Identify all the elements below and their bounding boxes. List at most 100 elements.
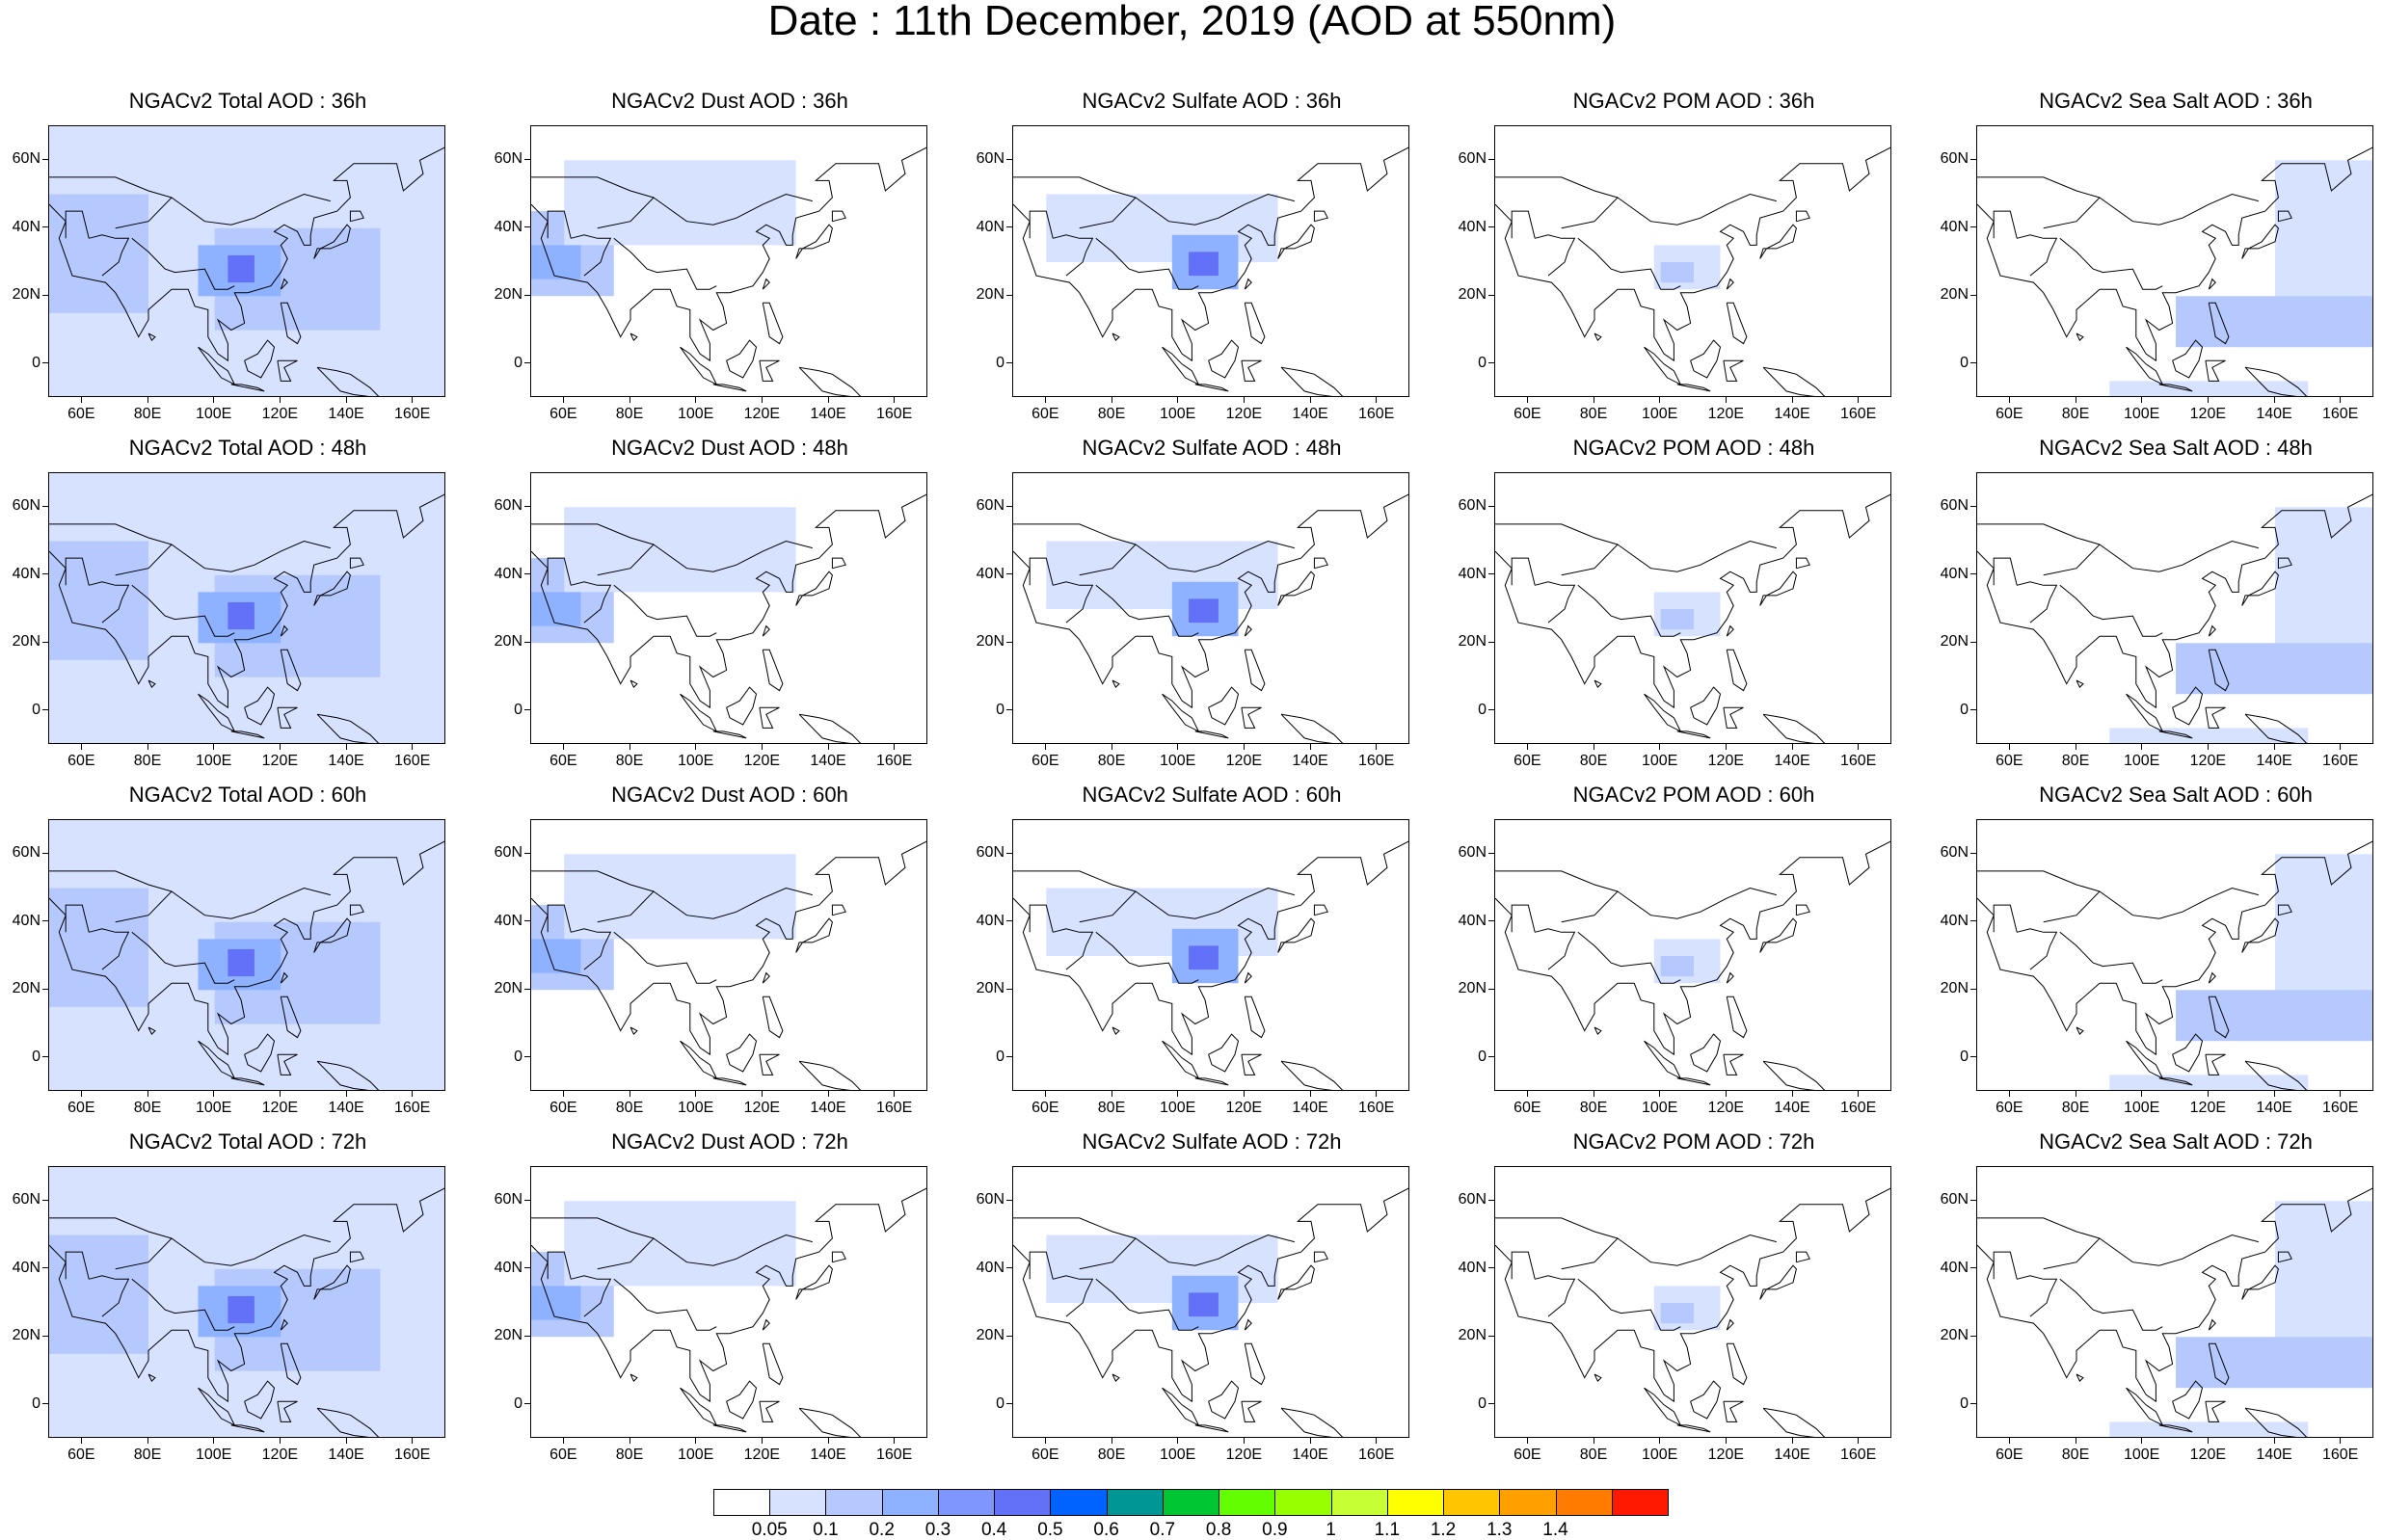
lon-tick-label: 120E	[743, 1100, 781, 1116]
colorbar-label: 0.4	[980, 1520, 1007, 1540]
colorbar-box	[1050, 1489, 1108, 1516]
map-panel: NGACv2 Sulfate AOD : 48h 60N 40N 20N 0 60E 80E…	[964, 436, 1446, 783]
lat-tick-label: 20N	[1458, 633, 1487, 651]
lat-tick-label: 0	[1960, 701, 1969, 718]
colorbar-box	[994, 1489, 1052, 1516]
lon-tick-mark	[761, 744, 763, 750]
lat-tick-label: 0	[996, 1394, 1004, 1412]
colorbar-box	[1162, 1489, 1220, 1516]
panel-title: NGACv2 POM AOD : 48h	[1572, 436, 1815, 460]
lon-tick-mark	[2141, 1438, 2143, 1444]
colorbar-box	[769, 1489, 827, 1516]
lon-tick-label: 160E	[1839, 1100, 1877, 1116]
lon-tick-mark	[147, 1091, 148, 1097]
lon-tick-mark	[629, 744, 630, 750]
lon-tick-mark	[279, 397, 281, 403]
lon-tick-label: 100E	[2123, 753, 2160, 769]
lon-tick-mark	[2141, 1091, 2143, 1097]
lat-tick-mark	[524, 1335, 530, 1337]
lon-tick-label: 60E	[1031, 1100, 1059, 1116]
lon-tick-label: 120E	[1225, 406, 1263, 422]
lat-tick-mark	[1006, 294, 1012, 296]
lon-tick-mark	[827, 397, 829, 403]
colorbar-label: 0.3	[924, 1520, 951, 1540]
coastline	[49, 146, 444, 396]
lat-tick-mark	[42, 158, 48, 160]
lon-tick-mark	[1177, 397, 1179, 403]
lat-tick-mark	[524, 920, 530, 922]
map-panel: NGACv2 Sea Salt AOD : 72h 60N 40N 20N 0 60E 80…	[1928, 1129, 2384, 1476]
lon-tick-mark	[1177, 1091, 1179, 1097]
lon-tick-label: 140E	[328, 1100, 364, 1116]
panel-title: NGACv2 Total AOD : 48h	[128, 436, 367, 460]
lon-tick-label: 120E	[2189, 1100, 2227, 1116]
lon-tick-label: 140E	[1774, 753, 1810, 769]
lon-tick-label: 140E	[1292, 1100, 1328, 1116]
lon-tick-mark	[1177, 1438, 1179, 1444]
colorbar-label: 1.1	[1374, 1520, 1401, 1540]
lon-tick-mark	[1376, 1091, 1378, 1097]
lat-tick-label: 40N	[12, 1259, 40, 1276]
lat-tick-label: 60N	[976, 150, 1004, 168]
lon-tick-label: 140E	[328, 753, 364, 769]
lon-tick-mark	[1309, 397, 1311, 403]
lon-tick-label: 120E	[743, 406, 781, 422]
lon-tick-label: 60E	[549, 1100, 577, 1116]
lat-tick-label: 20N	[494, 980, 522, 997]
lon-tick-mark	[1725, 744, 1727, 750]
lon-tick-mark	[412, 744, 414, 750]
lat-tick-label: 0	[32, 354, 40, 371]
map-panel: NGACv2 Sea Salt AOD : 60h 60N 40N 20N 0 60E 80…	[1928, 783, 2384, 1129]
colorbar-box	[1386, 1489, 1445, 1516]
lat-tick-label: 0	[514, 701, 522, 718]
lon-tick-label: 120E	[1707, 1100, 1745, 1116]
colorbar-label: 0.6	[1093, 1520, 1119, 1540]
lat-tick-mark	[1488, 641, 1494, 643]
lat-tick-mark	[1006, 709, 1012, 711]
lat-tick-label: 20N	[494, 1327, 522, 1344]
lon-tick-label: 140E	[1774, 1100, 1810, 1116]
lat-tick-mark	[1006, 362, 1012, 364]
lat-tick-mark	[1006, 852, 1012, 854]
lat-tick-label: 20N	[1940, 980, 1969, 997]
panel-title: NGACv2 Sea Salt AOD : 72h	[2039, 1129, 2313, 1154]
panel-title: NGACv2 Sea Salt AOD : 36h	[2039, 89, 2313, 113]
lon-tick-label: 60E	[1513, 753, 1541, 769]
lat-tick-mark	[1006, 988, 1012, 990]
lon-tick-mark	[345, 744, 347, 750]
lat-tick-label: 20N	[12, 633, 40, 651]
coastline	[1977, 146, 2372, 396]
lon-tick-mark	[1659, 397, 1661, 403]
colorbar-label: 1.2	[1430, 1520, 1457, 1540]
lat-tick-label: 40N	[1940, 1259, 1969, 1276]
panel-title: NGACv2 Dust AOD : 36h	[611, 89, 848, 113]
lon-tick-label: 160E	[393, 406, 431, 422]
lat-tick-label: 40N	[494, 912, 522, 929]
aod-shading	[228, 1295, 254, 1324]
lon-tick-label: 60E	[1996, 1447, 2023, 1463]
lon-tick-label: 80E	[133, 1100, 162, 1116]
lon-tick-label: 140E	[810, 406, 846, 422]
map-area	[530, 125, 927, 397]
lon-tick-label: 100E	[1641, 1100, 1678, 1116]
lon-tick-label: 100E	[677, 753, 714, 769]
lat-tick-label: 40N	[1940, 218, 1969, 235]
map-panel: NGACv2 Sulfate AOD : 60h 60N 40N 20N 0 60E 80E…	[964, 783, 1446, 1129]
map-panel: NGACv2 Sea Salt AOD : 48h 60N 40N 20N 0 60E 80…	[1928, 436, 2384, 783]
lon-tick-mark	[213, 1091, 215, 1097]
lon-tick-mark	[1791, 1438, 1793, 1444]
map-area	[1012, 125, 1409, 397]
lat-tick-label: 40N	[1940, 912, 1969, 929]
lon-tick-label: 160E	[2321, 1447, 2359, 1463]
lon-tick-mark	[1725, 397, 1727, 403]
panel-title: NGACv2 Total AOD : 72h	[128, 1129, 367, 1154]
lat-tick-label: 60N	[1940, 844, 1969, 862]
lon-tick-label: 60E	[67, 1447, 95, 1463]
lat-tick-mark	[1488, 294, 1494, 296]
coastline	[1977, 493, 2372, 743]
lon-tick-label: 120E	[261, 753, 299, 769]
lon-tick-label: 160E	[875, 406, 913, 422]
panel-title: NGACv2 Sea Salt AOD : 60h	[2039, 783, 2313, 807]
lon-tick-label: 120E	[261, 1100, 299, 1116]
lat-tick-mark	[42, 1056, 48, 1058]
